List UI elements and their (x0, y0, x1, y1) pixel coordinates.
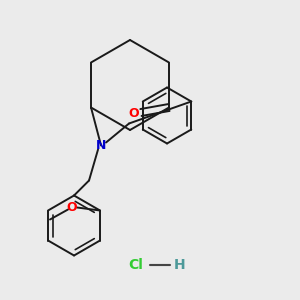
Text: H: H (174, 258, 186, 272)
Text: O: O (67, 201, 77, 214)
Text: O: O (129, 107, 139, 120)
Text: N: N (96, 139, 106, 152)
Text: Cl: Cl (129, 258, 143, 272)
